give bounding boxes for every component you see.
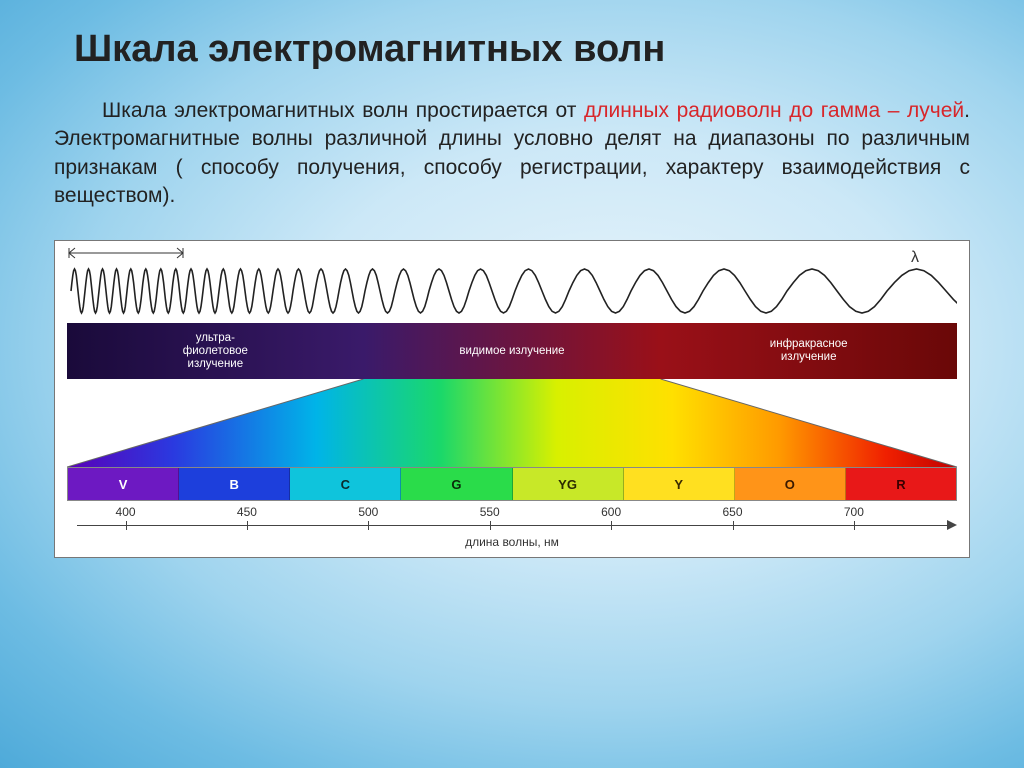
slide-title: Шкала электромагнитных волн	[74, 28, 970, 71]
axis-row: 400 450 500 550 600 650 700 длина волны, нм	[67, 503, 957, 547]
lambda-symbol: λ	[911, 249, 919, 267]
band-segment: ультра- фиолетовое излучение	[67, 323, 364, 379]
color-segment: O	[735, 468, 846, 500]
band-segment: видимое излучение	[364, 323, 661, 379]
axis-title: длина волны, нм	[465, 535, 559, 549]
prism-row	[67, 379, 957, 467]
color-segment: B	[179, 468, 290, 500]
para-pre: Шкала электромагнитных волн простирается…	[102, 99, 584, 122]
slide-content: Шкала электромагнитных волн Шкала электр…	[0, 0, 1024, 578]
wave-graphic	[67, 247, 957, 323]
axis-tick-label: 550	[480, 505, 500, 519]
para-highlight: длинных радиоволн до гамма – лучей	[584, 99, 964, 122]
color-segment: R	[846, 468, 956, 500]
axis-tick-label: 450	[237, 505, 257, 519]
axis-tick-label: 650	[722, 505, 742, 519]
color-segment: C	[290, 468, 401, 500]
axis-arrow-icon	[947, 520, 957, 530]
lambda-bracket	[67, 247, 185, 259]
axis-tick-label: 500	[358, 505, 378, 519]
axis-tick-label: 600	[601, 505, 621, 519]
color-scale: VBCGYGYOR	[67, 467, 957, 501]
axis-line	[77, 525, 951, 526]
band-row: ультра- фиолетовое излучениевидимое излу…	[67, 323, 957, 379]
color-segment: G	[401, 468, 512, 500]
color-segment: YG	[513, 468, 624, 500]
description-paragraph: Шкала электромагнитных волн простирается…	[54, 97, 970, 210]
color-segment: Y	[624, 468, 735, 500]
axis-tick-label: 400	[116, 505, 136, 519]
wave-row: λ	[67, 247, 957, 323]
prism-graphic	[67, 379, 957, 467]
axis-tick-label: 700	[844, 505, 864, 519]
spectrum-diagram: λ ультра- фиолетовое излучениевидимое из…	[54, 240, 970, 558]
band-segment: инфракрасное излучение	[660, 323, 957, 379]
color-segment: V	[68, 468, 179, 500]
